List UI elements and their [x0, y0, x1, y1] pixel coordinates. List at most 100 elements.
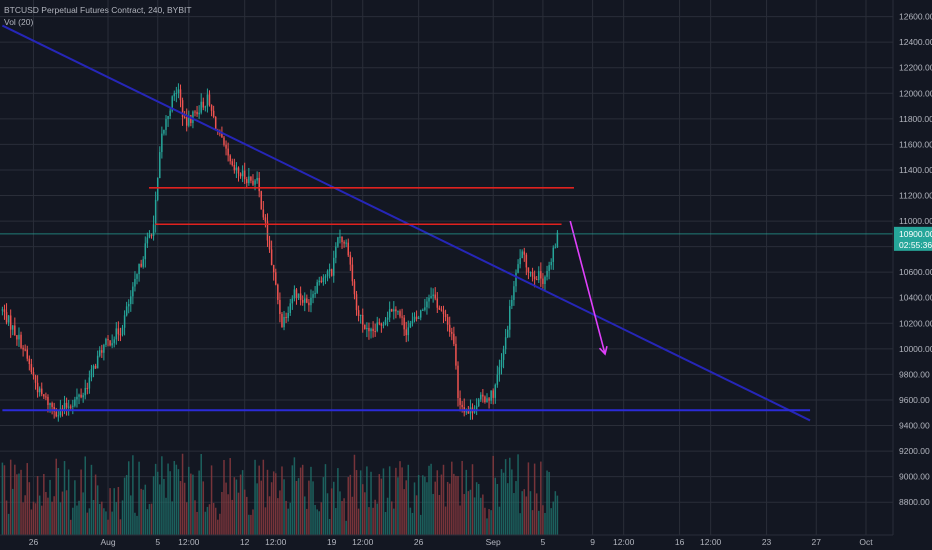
price-tick-label: 10200.00	[899, 318, 932, 328]
candle-body	[341, 236, 343, 243]
candle-body	[395, 309, 397, 312]
candle-body	[492, 390, 494, 398]
candle-body	[332, 257, 335, 276]
candle-body	[256, 177, 258, 181]
candle-body	[96, 355, 99, 369]
volume-bar	[18, 473, 20, 535]
candle-body	[411, 320, 414, 324]
candle-body	[459, 397, 461, 405]
volume-bar	[357, 508, 360, 535]
volume-bar	[32, 501, 35, 535]
candle-body	[364, 324, 366, 330]
time-tick-label: 19	[327, 537, 337, 547]
volume-bar	[465, 469, 468, 535]
volume-bar	[63, 461, 66, 535]
drawing-annotations[interactable]	[0, 24, 893, 422]
time-tick-label: Sep	[486, 537, 501, 547]
candle-body	[347, 242, 349, 256]
volume-bar	[345, 520, 347, 535]
volume-bar	[167, 463, 169, 535]
candle-body	[146, 237, 149, 244]
volume-bar	[295, 481, 298, 535]
candle-body	[152, 224, 155, 236]
candle-body	[372, 328, 374, 332]
volume-bar	[488, 509, 490, 535]
volume-bar	[121, 500, 124, 535]
candle-body	[7, 315, 10, 323]
candle-body	[301, 299, 304, 303]
candle-body	[515, 272, 517, 287]
volume-bar	[156, 471, 159, 535]
volume-bar	[229, 458, 231, 535]
candle-body	[345, 242, 347, 244]
volume-bar	[283, 479, 285, 535]
volume-bar	[509, 457, 511, 535]
volume-bars	[1, 453, 559, 535]
candle-body	[500, 359, 503, 368]
price-tick-label: 12200.00	[899, 63, 932, 73]
candle-body	[268, 240, 271, 250]
candle-body	[453, 333, 455, 344]
candle-body	[465, 411, 468, 413]
volume-bar	[494, 477, 497, 535]
candle-body	[374, 331, 376, 333]
volume-bar	[376, 503, 378, 535]
volume-bar	[438, 495, 441, 535]
candle-body	[212, 110, 215, 118]
candle-body	[324, 276, 327, 278]
volume-bar	[148, 504, 151, 535]
volume-bar	[125, 475, 128, 535]
volume-indicator-label[interactable]: Vol (20)	[4, 17, 34, 27]
volume-bar	[173, 461, 176, 535]
price-tick-label: 11200.00	[899, 191, 932, 201]
candle-body	[24, 349, 26, 351]
volume-bar	[506, 483, 509, 535]
volume-bar	[330, 488, 333, 535]
candle-body	[477, 399, 480, 407]
candle-body	[513, 286, 515, 300]
candle-body	[181, 100, 184, 117]
volume-bar	[359, 470, 362, 535]
volume-bar	[250, 514, 252, 535]
candle-body	[521, 251, 523, 259]
volume-bar	[306, 508, 308, 535]
volume-bar	[448, 483, 451, 535]
candle-body	[378, 322, 381, 324]
candle-body	[214, 117, 217, 130]
price-tick-label: 11000.00	[899, 216, 932, 226]
candle-body	[281, 314, 283, 328]
volume-bar	[361, 484, 364, 535]
last-price-tag	[894, 226, 932, 251]
candle-body	[20, 334, 22, 348]
volume-bar	[444, 506, 447, 535]
candle-body	[297, 293, 300, 298]
volume-bar	[446, 481, 449, 535]
candle-body	[289, 303, 292, 313]
candle-body	[18, 334, 20, 340]
candle-body	[61, 408, 64, 410]
price-tick-label: 10400.00	[899, 293, 932, 303]
candle-body	[370, 328, 372, 332]
candle-body	[355, 294, 358, 311]
volume-bar	[349, 474, 352, 535]
volume-bar	[24, 495, 26, 535]
candle-body	[121, 327, 124, 335]
volume-bar	[293, 457, 296, 535]
volume-bar	[47, 497, 49, 535]
candle-body	[484, 396, 486, 403]
volume-bar	[260, 480, 263, 535]
candle-body	[78, 394, 80, 397]
volume-bar	[415, 495, 418, 535]
candle-body	[488, 398, 490, 401]
candle-body	[196, 111, 198, 115]
volume-bar	[34, 503, 37, 535]
candle-body	[457, 365, 459, 398]
volume-bar	[533, 463, 536, 535]
time-axis[interactable]: 26 Aug 5 12:00 12 12:00 19 12:00 26 Sep 5 9 12:00 16 1…	[0, 534, 932, 550]
candle-body	[90, 369, 93, 378]
volume-bar	[332, 481, 335, 535]
candle-body	[407, 327, 410, 336]
candle-body	[552, 247, 555, 262]
price-axis[interactable]: 12600.00 12400.00 12200.00 12000.00 11800.00…	[892, 0, 932, 550]
